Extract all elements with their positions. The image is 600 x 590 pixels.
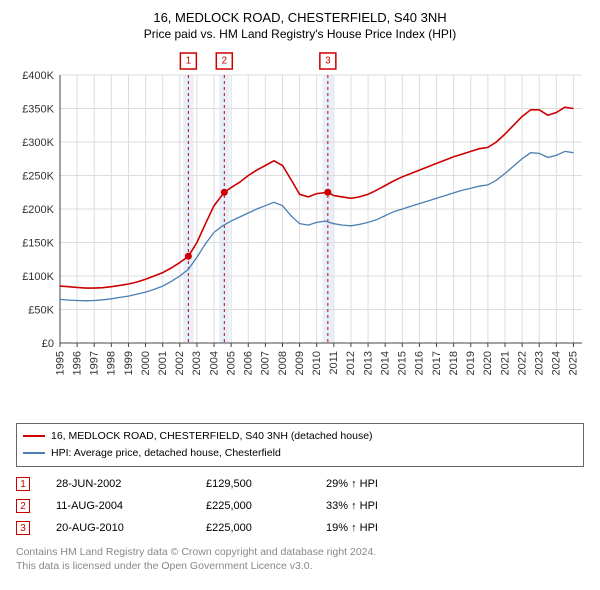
svg-text:2001: 2001 [157,351,169,375]
svg-text:2006: 2006 [243,351,255,375]
svg-text:2021: 2021 [499,351,511,375]
sale-hpi-delta: 33% ↑ HPI [326,500,446,512]
svg-text:2025: 2025 [568,351,580,375]
svg-text:2018: 2018 [448,351,460,375]
sales-row: 2 11-AUG-2004 £225,000 33% ↑ HPI [16,495,584,517]
svg-text:£200K: £200K [22,204,54,216]
svg-text:1998: 1998 [106,351,118,375]
svg-text:1999: 1999 [123,351,135,375]
svg-text:£350K: £350K [22,104,54,116]
sale-price: £225,000 [206,522,326,534]
svg-text:£400K: £400K [22,70,54,82]
svg-text:1995: 1995 [54,351,66,375]
svg-text:£0: £0 [42,338,54,350]
svg-text:2004: 2004 [208,351,220,375]
svg-text:2019: 2019 [465,351,477,375]
chart-area: £0 £50K £100K £150K £200K £250K £300K £350K £400… [10,47,590,417]
legend-swatch [23,452,45,454]
svg-text:2022: 2022 [516,351,528,375]
svg-text:£100K: £100K [22,271,54,283]
svg-text:2012: 2012 [345,351,357,375]
svg-text:1: 1 [186,56,192,67]
svg-text:2005: 2005 [225,351,237,375]
sales-row: 1 28-JUN-2002 £129,500 29% ↑ HPI [16,473,584,495]
legend-item: 16, MEDLOCK ROAD, CHESTERFIELD, S40 3NH … [23,428,577,445]
legend: 16, MEDLOCK ROAD, CHESTERFIELD, S40 3NH … [16,423,584,467]
svg-text:£300K: £300K [22,137,54,149]
sale-date: 28-JUN-2002 [56,478,206,490]
svg-text:2009: 2009 [294,351,306,375]
svg-text:2014: 2014 [379,351,391,375]
svg-text:2017: 2017 [431,351,443,375]
legend-swatch [23,435,45,437]
line-chart: £0 £50K £100K £150K £200K £250K £300K £350K £400… [10,47,590,417]
legend-item: HPI: Average price, detached house, Ches… [23,445,577,462]
sale-date: 11-AUG-2004 [56,500,206,512]
legend-label: 16, MEDLOCK ROAD, CHESTERFIELD, S40 3NH … [51,428,373,445]
sale-badge: 3 [16,521,30,535]
footnote: Contains HM Land Registry data © Crown c… [16,545,584,574]
svg-text:2015: 2015 [397,351,409,375]
svg-text:1996: 1996 [71,351,83,375]
svg-text:2: 2 [222,56,228,67]
title-line-1: 16, MEDLOCK ROAD, CHESTERFIELD, S40 3NH [10,10,590,25]
svg-text:£250K: £250K [22,171,54,183]
svg-text:2024: 2024 [551,351,563,375]
svg-text:2016: 2016 [414,351,426,375]
footnote-line: Contains HM Land Registry data © Crown c… [16,545,584,560]
sale-date: 20-AUG-2010 [56,522,206,534]
sale-price: £225,000 [206,500,326,512]
svg-text:1997: 1997 [89,351,101,375]
chart-title: 16, MEDLOCK ROAD, CHESTERFIELD, S40 3NH … [10,10,590,41]
sale-price: £129,500 [206,478,326,490]
svg-text:2003: 2003 [191,351,203,375]
sale-hpi-delta: 19% ↑ HPI [326,522,446,534]
svg-text:2023: 2023 [534,351,546,375]
legend-label: HPI: Average price, detached house, Ches… [51,445,281,462]
svg-text:2010: 2010 [311,351,323,375]
svg-text:2020: 2020 [482,351,494,375]
footnote-line: This data is licensed under the Open Gov… [16,559,584,574]
svg-text:3: 3 [325,56,331,67]
sales-row: 3 20-AUG-2010 £225,000 19% ↑ HPI [16,517,584,539]
svg-text:2000: 2000 [140,351,152,375]
sale-hpi-delta: 29% ↑ HPI [326,478,446,490]
sale-badge: 1 [16,477,30,491]
svg-text:2013: 2013 [362,351,374,375]
title-line-2: Price paid vs. HM Land Registry's House … [10,27,590,41]
svg-text:£50K: £50K [28,305,54,317]
svg-text:£150K: £150K [22,238,54,250]
page: 16, MEDLOCK ROAD, CHESTERFIELD, S40 3NH … [0,0,600,582]
svg-text:2008: 2008 [277,351,289,375]
svg-text:2007: 2007 [260,351,272,375]
svg-text:2002: 2002 [174,351,186,375]
sale-badge: 2 [16,499,30,513]
sales-table: 1 28-JUN-2002 £129,500 29% ↑ HPI 2 11-AU… [16,473,584,539]
svg-text:2011: 2011 [328,351,340,375]
